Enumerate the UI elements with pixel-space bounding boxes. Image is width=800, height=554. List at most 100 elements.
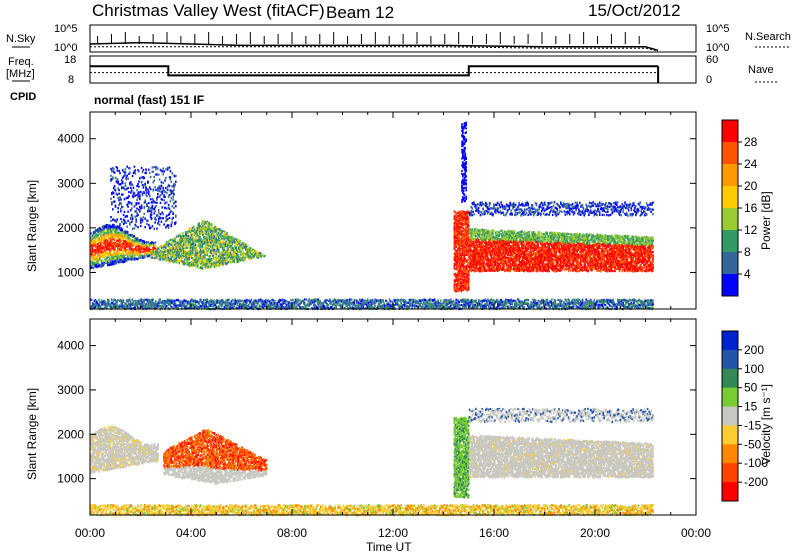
power-cell xyxy=(124,243,126,246)
power-cell xyxy=(458,278,461,281)
power-cell xyxy=(148,195,151,198)
power-cell xyxy=(206,253,208,256)
power-cell xyxy=(227,236,229,239)
power-cell xyxy=(219,262,221,265)
power-cell xyxy=(454,238,457,242)
power-cell xyxy=(131,215,134,218)
power-cell xyxy=(123,240,125,243)
power-cell xyxy=(180,245,182,248)
power-cell xyxy=(460,241,463,244)
power-cell xyxy=(246,250,248,253)
power-cell xyxy=(145,171,147,174)
power-cell xyxy=(146,204,148,208)
power-cell xyxy=(219,258,222,261)
power-cell xyxy=(143,201,146,204)
power-cell xyxy=(146,219,148,222)
power-cell xyxy=(219,235,221,239)
power-cell xyxy=(231,256,234,259)
power-cell xyxy=(195,257,198,260)
power-cell xyxy=(152,250,154,253)
power-cell xyxy=(108,242,111,245)
power-cell xyxy=(454,240,457,243)
power-cell xyxy=(192,226,195,229)
power-cell xyxy=(115,259,117,262)
power-cell xyxy=(461,248,464,251)
power-cell xyxy=(100,255,103,258)
power-cell xyxy=(190,252,192,255)
power-cell xyxy=(169,210,172,213)
power-cell xyxy=(457,233,459,237)
power-cell xyxy=(151,255,154,258)
power-cell xyxy=(124,230,126,233)
power-cell xyxy=(90,242,93,245)
power-cell xyxy=(213,261,216,264)
power-cell xyxy=(147,181,149,184)
power-cell xyxy=(153,242,155,245)
power-cell xyxy=(211,246,214,249)
power-cell xyxy=(190,261,192,264)
power-cell xyxy=(235,254,237,257)
power-cell xyxy=(223,241,226,244)
power-cell xyxy=(230,236,233,239)
power-cell xyxy=(243,253,245,256)
power-cell xyxy=(453,236,456,239)
power-cell xyxy=(153,227,155,230)
power-cell xyxy=(194,229,197,232)
power-cell xyxy=(143,206,146,209)
power-cell xyxy=(455,243,457,246)
power-cell xyxy=(207,222,209,225)
power-cell xyxy=(167,213,170,216)
power-cell xyxy=(459,270,462,273)
power-cell xyxy=(165,201,167,204)
power-cell xyxy=(114,232,116,236)
power-cell xyxy=(186,256,189,259)
power-cell xyxy=(215,251,217,254)
power-cell xyxy=(106,246,108,249)
power-cell xyxy=(162,254,164,257)
power-cell xyxy=(185,237,188,240)
power-cell xyxy=(144,250,146,253)
power-cell xyxy=(141,243,143,246)
power-cell xyxy=(219,252,221,255)
power-cell xyxy=(228,244,230,247)
power-cell xyxy=(104,236,106,239)
power-cell xyxy=(126,203,128,206)
power-cell xyxy=(197,223,199,226)
power-cell xyxy=(118,228,121,231)
power-cell xyxy=(210,265,212,268)
freq-lines xyxy=(90,65,660,83)
power-cell xyxy=(117,187,119,190)
power-cell xyxy=(90,247,92,251)
power-cell xyxy=(118,192,120,195)
power-cell xyxy=(215,234,217,237)
power-cell xyxy=(195,248,198,251)
power-cell xyxy=(252,251,254,255)
power-cell xyxy=(182,249,184,252)
power-cell xyxy=(169,238,172,241)
power-cell xyxy=(182,239,184,242)
power-cell xyxy=(464,280,466,283)
power-cell xyxy=(234,237,236,240)
power-cell xyxy=(165,176,167,179)
power-cell xyxy=(212,263,215,266)
power-cell xyxy=(129,182,131,185)
power-cell xyxy=(213,247,216,250)
power-cell xyxy=(136,194,138,197)
power-cell xyxy=(131,244,133,248)
power-cell xyxy=(126,225,128,228)
power-cell xyxy=(236,253,238,256)
power-cell xyxy=(236,254,238,257)
power-cell xyxy=(162,250,164,253)
power-cell xyxy=(125,253,127,256)
power-cell xyxy=(210,246,213,249)
power-cell xyxy=(153,212,155,215)
power-cell xyxy=(135,237,137,240)
power-cell xyxy=(163,223,165,226)
power-cell xyxy=(463,267,465,270)
power-cell xyxy=(109,258,112,262)
power-cell xyxy=(238,257,241,260)
power-cell xyxy=(149,207,152,210)
power-cell xyxy=(146,222,148,225)
power-cell xyxy=(134,210,137,213)
power-cell xyxy=(181,243,183,246)
